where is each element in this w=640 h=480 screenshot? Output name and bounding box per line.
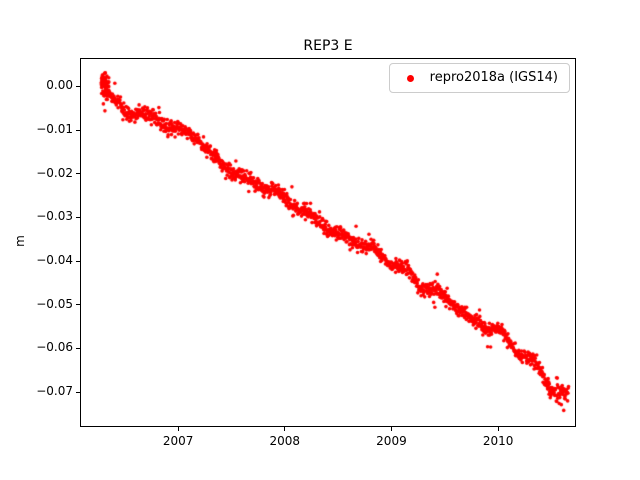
y-tick-mark <box>76 173 80 175</box>
y-tick-label: −0.07 <box>36 384 73 399</box>
x-tick-mark <box>177 427 179 431</box>
x-tick-mark <box>497 427 499 431</box>
y-tick-label: −0.06 <box>36 340 73 355</box>
legend: repro2018a (IGS14) <box>388 63 570 93</box>
y-tick-mark <box>76 260 80 262</box>
y-tick-mark <box>76 347 80 349</box>
y-tick-mark <box>76 391 80 393</box>
scatter-points-canvas <box>80 58 576 427</box>
legend-dot-icon <box>407 74 415 82</box>
x-tick-mark <box>390 427 392 431</box>
y-tick-label: 0.00 <box>46 78 73 93</box>
x-tick-label: 2008 <box>269 434 301 448</box>
plot-title: REP3 E <box>303 38 353 54</box>
y-tick-mark <box>76 129 80 131</box>
y-tick-label: −0.03 <box>36 209 73 224</box>
x-tick-label: 2010 <box>482 434 514 448</box>
y-tick-mark <box>76 216 80 218</box>
y-tick-label: −0.01 <box>36 122 73 137</box>
x-tick-label: 2007 <box>162 434 194 448</box>
y-tick-mark <box>76 304 80 306</box>
y-tick-mark <box>76 85 80 87</box>
y-tick-label: −0.05 <box>36 296 73 311</box>
y-axis-label: m <box>12 235 27 247</box>
legend-marker <box>401 74 421 82</box>
x-tick-label: 2009 <box>376 434 407 448</box>
legend-label: repro2018a (IGS14) <box>429 70 558 85</box>
y-tick-label: −0.02 <box>36 165 73 180</box>
x-tick-mark <box>284 427 286 431</box>
y-tick-label: −0.04 <box>36 253 73 268</box>
